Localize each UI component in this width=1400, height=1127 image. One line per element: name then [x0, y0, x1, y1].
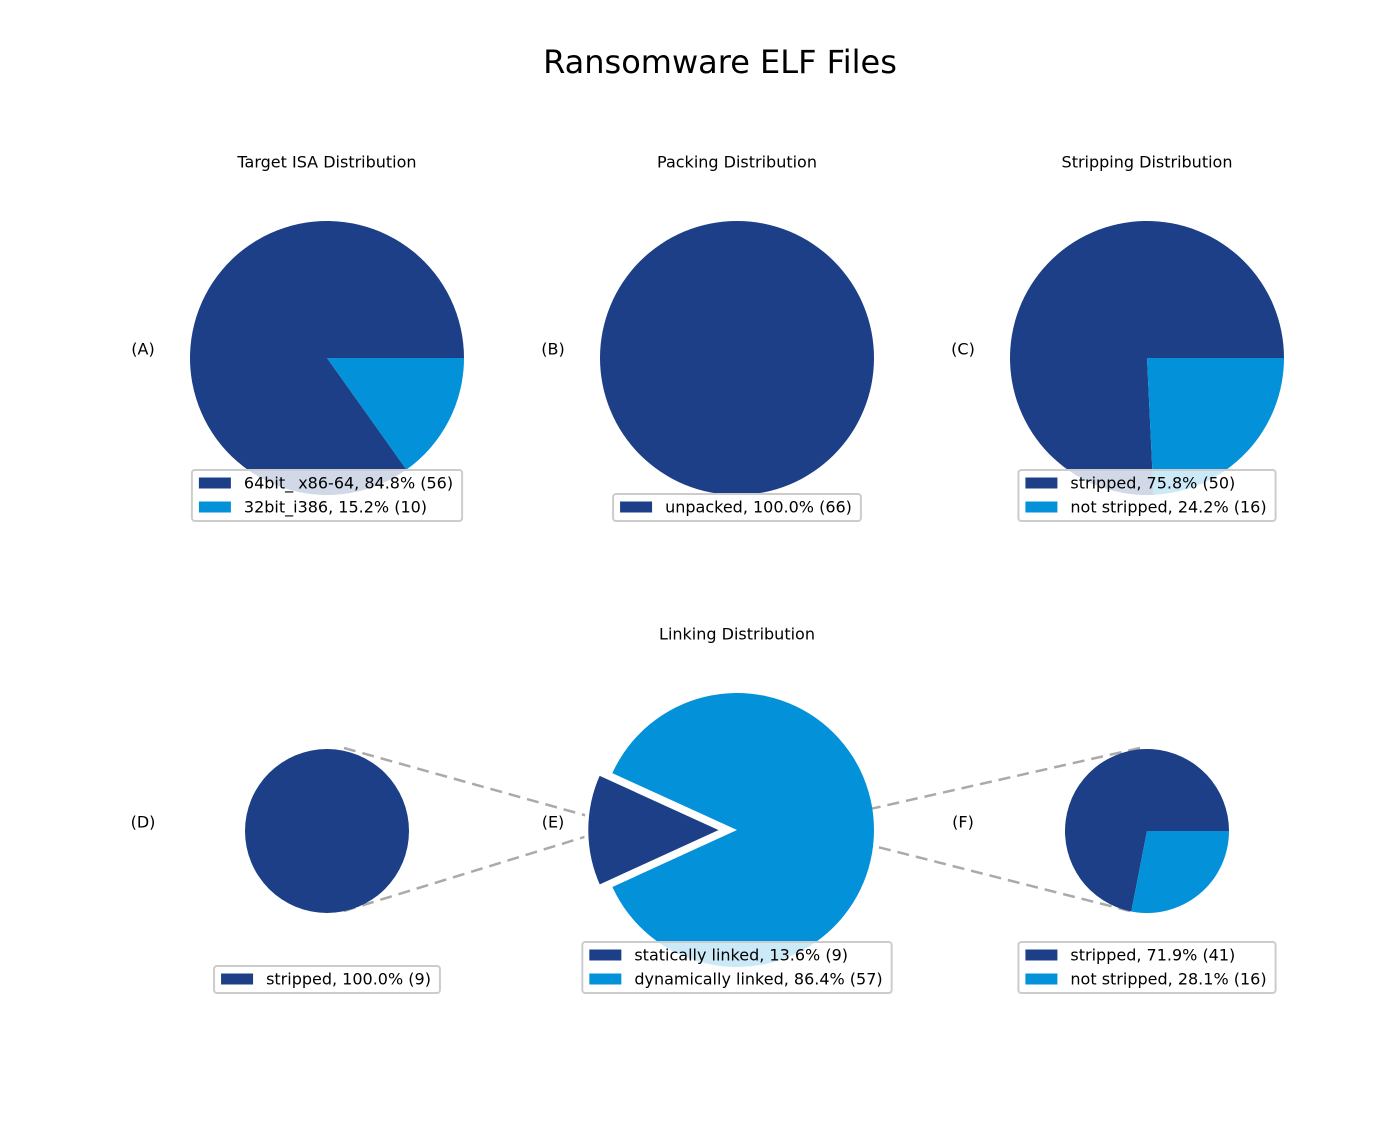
legend-swatch [589, 949, 622, 961]
chart-title: Packing Distribution [657, 153, 817, 172]
connector-line [343, 746, 621, 827]
pie-wedge [584, 770, 729, 890]
panel-label: (B) [541, 340, 564, 359]
legend-swatch [589, 973, 622, 985]
legend: unpacked, 100.0% (66) [612, 493, 862, 522]
chart-title: Target ISA Distribution [236, 153, 416, 172]
legend-swatch [1025, 501, 1058, 513]
panel-label: (A) [131, 340, 154, 359]
panel-label: (F) [952, 813, 974, 832]
legend-swatch [1025, 949, 1058, 961]
legend-swatch [198, 501, 231, 513]
panel-label: (C) [951, 340, 975, 359]
chart-title: Linking Distribution [659, 625, 815, 644]
legend-swatch [1025, 973, 1058, 985]
legend-box [581, 941, 893, 994]
legend: stripped, 100.0% (9) [213, 965, 441, 994]
panel-label: (D) [131, 813, 156, 832]
legend-box [1017, 941, 1277, 994]
legend-label: statically linked, 13.6% (9) [634, 946, 848, 965]
legend-label: not stripped, 24.2% (16) [1070, 498, 1266, 517]
legend-label: 64bit_ x86-64, 84.8% (56) [244, 474, 453, 494]
legend-swatch [620, 501, 653, 513]
legend-box [213, 965, 441, 994]
legend: 64bit_ x86-64, 84.8% (56) 32bit_i386, 15.… [190, 469, 464, 522]
pie-wedge [1064, 748, 1229, 912]
legend-swatch [221, 973, 254, 985]
legend-box [612, 493, 862, 522]
legend-label: stripped, 100.0% (9) [266, 970, 431, 989]
legend-swatch [198, 477, 231, 489]
legend-label: dynamically linked, 86.4% (57) [634, 970, 882, 989]
pie-wedge [1147, 358, 1284, 495]
pie-wedge [1131, 831, 1229, 913]
legend-swatch [1025, 477, 1058, 489]
pie-wedge [245, 749, 409, 913]
connector-line [343, 824, 621, 913]
legend-label: stripped, 75.8% (50) [1070, 474, 1235, 493]
figure-title: Ransomware ELF Files [543, 43, 897, 81]
legend-box [1017, 469, 1277, 522]
pie-wedge [327, 358, 464, 470]
panel-label: (E) [542, 813, 565, 832]
legend: stripped, 75.8% (50) not stripped, 24.2% … [1017, 469, 1277, 522]
legend-label: 32bit_i386, 15.2% (10) [244, 498, 427, 518]
legend: statically linked, 13.6% (9) dynamically … [581, 941, 893, 994]
pie-wedge [600, 221, 874, 495]
chart-title: Stripping Distribution [1062, 153, 1233, 172]
legend-box [190, 469, 464, 522]
pie-wedge [612, 693, 874, 967]
legend-label: unpacked, 100.0% (66) [665, 498, 852, 517]
legend-label: stripped, 71.9% (41) [1070, 946, 1235, 965]
legend-label: not stripped, 28.1% (16) [1070, 970, 1266, 989]
legend: stripped, 71.9% (41) not stripped, 28.1% … [1017, 941, 1277, 994]
